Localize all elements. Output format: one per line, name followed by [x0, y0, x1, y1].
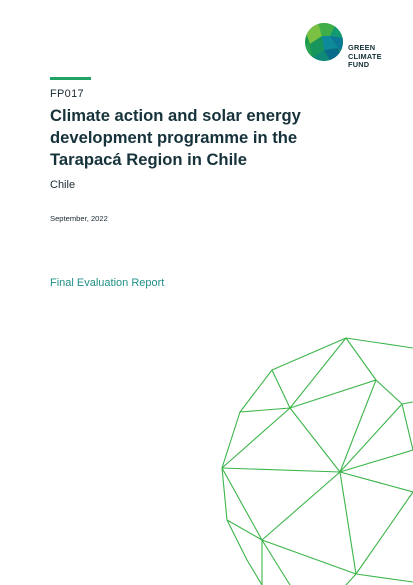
document-title: Climate action and solar energy developm… [50, 106, 301, 169]
gcf-globe-icon [305, 23, 343, 61]
gcf-logo: GREEN CLIMATE FUND [304, 20, 413, 76]
accent-bar [50, 77, 91, 80]
logo-word-1: GREEN [348, 43, 376, 52]
document-date: September, 2022 [50, 214, 108, 223]
logo-word-2: CLIMATE [348, 51, 382, 61]
logo-word-3: FUND [348, 60, 370, 70]
report-type: Final Evaluation Report [50, 277, 165, 289]
document-country: Chile [50, 179, 76, 191]
document-code: FP017 [50, 88, 84, 100]
